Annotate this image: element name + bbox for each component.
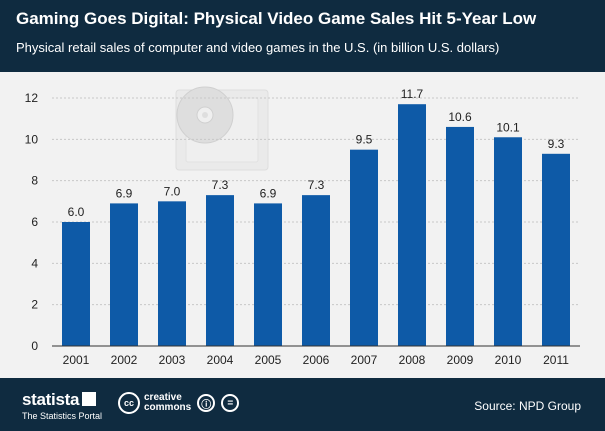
y-axis: 0 2 4 6 8 10 12 — [25, 91, 39, 353]
data-label-2002: 6.9 — [116, 186, 133, 200]
y-tick-label: 10 — [25, 132, 39, 146]
creative-commons-icon[interactable]: cc creative commons ⓘ = — [118, 392, 240, 414]
chart-subtitle: Physical retail sales of computer and vi… — [16, 40, 500, 55]
cc-circle-icon: cc — [118, 392, 140, 414]
data-label-2006: 7.3 — [308, 178, 325, 192]
bars: 6.0 6.9 7.0 7.3 6.9 7.3 9.5 11.7 10.6 10.1 9.3 — [62, 87, 570, 346]
bar-2006 — [302, 195, 330, 346]
bar-2008 — [398, 104, 426, 346]
bar-2011 — [542, 153, 570, 346]
chart-area: 0 2 4 6 8 10 12 6.0 6.9 7.0 7.3 6.9 7.3 9.5 11.7 10.6 1… — [0, 72, 605, 378]
cc-by-icon: ⓘ — [197, 394, 216, 412]
statista-logo-icon[interactable]: statista The Statistics Portal — [22, 390, 102, 421]
y-tick-label: 8 — [31, 174, 38, 188]
bar-2005 — [254, 203, 282, 346]
x-tick-label: 2003 — [159, 353, 186, 367]
brand-flag-icon — [82, 392, 97, 406]
y-tick-label: 6 — [31, 215, 38, 229]
bar-2001 — [62, 222, 90, 346]
footer-bar: statista The Statistics Portal cc creati… — [0, 378, 605, 431]
x-tick-label: 2008 — [399, 353, 426, 367]
data-label-2005: 6.9 — [260, 186, 277, 200]
data-label-2008: 11.7 — [401, 87, 424, 101]
x-tick-label: 2009 — [447, 353, 474, 367]
bar-2002 — [110, 203, 138, 346]
x-tick-label: 2001 — [63, 353, 90, 367]
bar-2007 — [350, 149, 378, 346]
data-label-2009: 10.6 — [448, 110, 472, 124]
bar-chart: 0 2 4 6 8 10 12 6.0 6.9 7.0 7.3 6.9 7.3 9.5 11.7 10.6 1… — [25, 86, 580, 367]
y-tick-label: 2 — [31, 298, 38, 312]
brand-tagline: The Statistics Portal — [22, 411, 103, 421]
x-tick-label: 2011 — [543, 353, 569, 367]
x-tick-label: 2005 — [255, 353, 282, 367]
brand-name: statista — [22, 390, 80, 409]
y-tick-label: 4 — [31, 256, 38, 270]
y-tick-label: 0 — [31, 339, 38, 353]
x-tick-label: 2006 — [303, 353, 330, 367]
x-axis: 2001 2002 2003 2004 2005 2006 2007 2008 2009 2010… — [52, 345, 580, 367]
chart-title: Gaming Goes Digital: Physical Video Game… — [16, 9, 537, 28]
cc-nd-icon: = — [221, 394, 240, 412]
data-label-2011: 9.3 — [548, 137, 565, 151]
cc-text-line2: commons — [144, 402, 192, 413]
data-label-2007: 9.5 — [356, 133, 373, 147]
bar-2004 — [206, 195, 234, 346]
game-disc-case-icon — [175, 86, 269, 171]
x-tick-label: 2004 — [207, 353, 234, 367]
data-label-2001: 6.0 — [68, 205, 85, 219]
x-tick-label: 2010 — [495, 353, 522, 367]
x-tick-label: 2002 — [111, 353, 138, 367]
data-label-2003: 7.0 — [164, 184, 181, 198]
y-tick-label: 12 — [25, 91, 39, 105]
cc-wordmark: creative commons — [144, 393, 191, 413]
header-bar: Gaming Goes Digital: Physical Video Game… — [0, 0, 605, 72]
source-label: Source: NPD Group — [474, 399, 581, 413]
bar-2009 — [446, 126, 474, 346]
x-tick-label: 2007 — [351, 353, 378, 367]
bar-2003 — [158, 201, 186, 346]
data-label-2010: 10.1 — [496, 120, 520, 134]
bar-2010 — [494, 137, 522, 346]
cc-text-line1: creative — [144, 392, 182, 403]
data-label-2004: 7.3 — [212, 178, 229, 192]
